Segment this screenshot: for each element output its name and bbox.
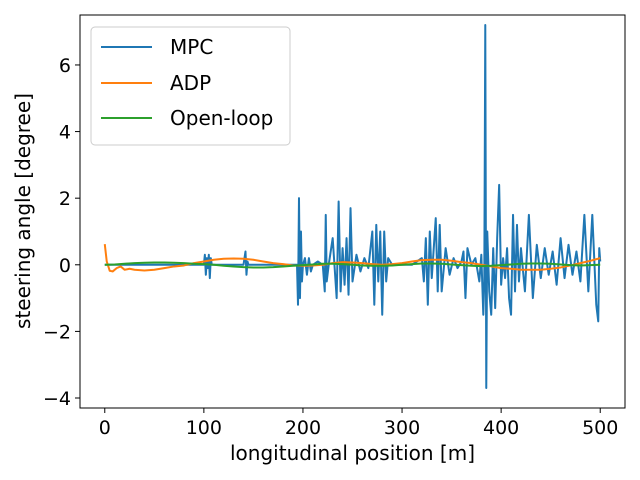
y-tick-label: −4 (43, 388, 71, 410)
x-tick-label: 200 (285, 417, 321, 439)
series-layer (103, 23, 602, 390)
y-tick-label: 2 (59, 188, 71, 210)
legend-box (90, 26, 291, 146)
legend-label-open-loop: Open-loop (170, 106, 273, 130)
y-tick-label: 6 (59, 55, 71, 77)
legend: MPC ADP Open-loop (90, 26, 291, 146)
y-axis-label: steering angle [degree] (11, 93, 35, 329)
x-axis-label: longitudinal position [m] (230, 441, 475, 465)
ticks-layer: 0 100 200 300 400 500 −4 −2 0 2 4 6 (43, 55, 618, 439)
y-tick-label: 4 (59, 122, 71, 144)
legend-label-adp: ADP (170, 71, 211, 95)
series-line-open-loop (104, 261, 601, 269)
series-line-mpc (104, 23, 602, 390)
y-tick-label: −2 (43, 321, 71, 343)
x-tick-label: 300 (384, 417, 420, 439)
y-tick-label: 0 (59, 255, 71, 277)
x-tick-label: 100 (186, 417, 222, 439)
x-tick-label: 500 (582, 417, 618, 439)
legend-label-mpc: MPC (170, 35, 213, 59)
x-tick-label: 400 (483, 417, 519, 439)
plot-area-frame (79, 14, 626, 409)
x-tick-label: 0 (99, 417, 111, 439)
